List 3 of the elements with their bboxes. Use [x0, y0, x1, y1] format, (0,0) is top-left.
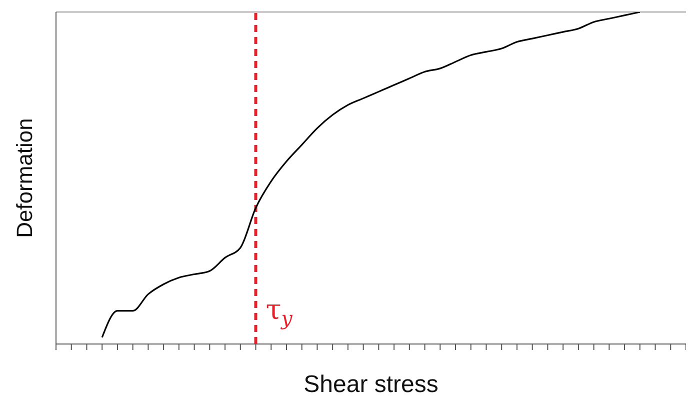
x-axis-title: Shear stress [304, 371, 438, 398]
annotation: τ$_{y}$ [266, 293, 294, 330]
y-axis-title: Deformation [12, 118, 37, 238]
